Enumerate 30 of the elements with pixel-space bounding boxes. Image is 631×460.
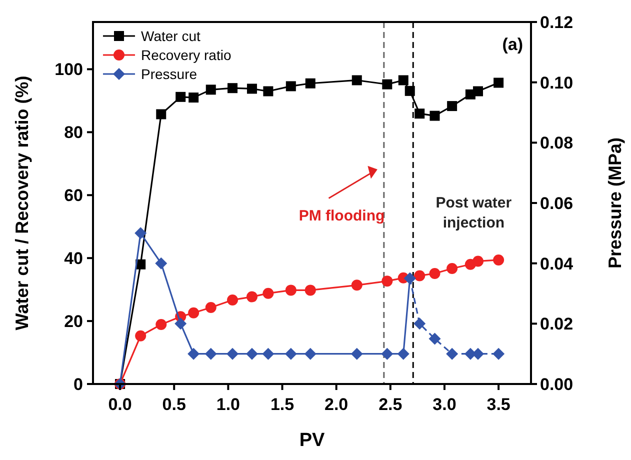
y2-tick-label: 0.02 (540, 314, 574, 334)
legend-label: Pressure (141, 66, 198, 82)
legend-label: Recovery ratio (141, 47, 232, 63)
x-tick-label: 2.5 (378, 395, 402, 414)
y2-tick-label: 0.08 (540, 134, 574, 153)
x-tick-label: 1.0 (216, 395, 240, 414)
y-axis-title: Water cut / Recovery ratio (%) (12, 76, 32, 330)
annotation: Post water injection (436, 194, 512, 232)
y-tick-label: 100 (54, 60, 83, 80)
legend-label: Water cut (141, 28, 200, 44)
x-tick-label: 2.0 (324, 395, 348, 414)
y-tick-label: 80 (64, 123, 83, 142)
y-tick-label: 40 (64, 249, 83, 268)
y2-tick-label: 0.04 (540, 254, 574, 274)
y2-tick-label: 0.12 (540, 13, 574, 32)
y-tick-label: 0 (74, 375, 83, 394)
x-axis-title: PV (299, 430, 325, 451)
y2-axis-title: Pressure (MPa) (605, 137, 625, 269)
y2-tick-label: 0.06 (540, 194, 574, 213)
annotation: (a) (502, 35, 523, 54)
x-tick-label: 0.0 (108, 395, 132, 414)
y-tick-label: 20 (64, 312, 83, 332)
y2-tick-label: 0.10 (540, 73, 574, 92)
x-tick-label: 1.5 (270, 395, 294, 414)
x-tick-label: 3.5 (486, 395, 510, 414)
annotation: PM flooding (298, 207, 385, 224)
y-tick-label: 60 (64, 186, 83, 206)
x-tick-label: 3.0 (432, 395, 456, 414)
y2-tick-label: 0.00 (540, 375, 574, 394)
x-tick-label: 0.5 (162, 395, 186, 414)
